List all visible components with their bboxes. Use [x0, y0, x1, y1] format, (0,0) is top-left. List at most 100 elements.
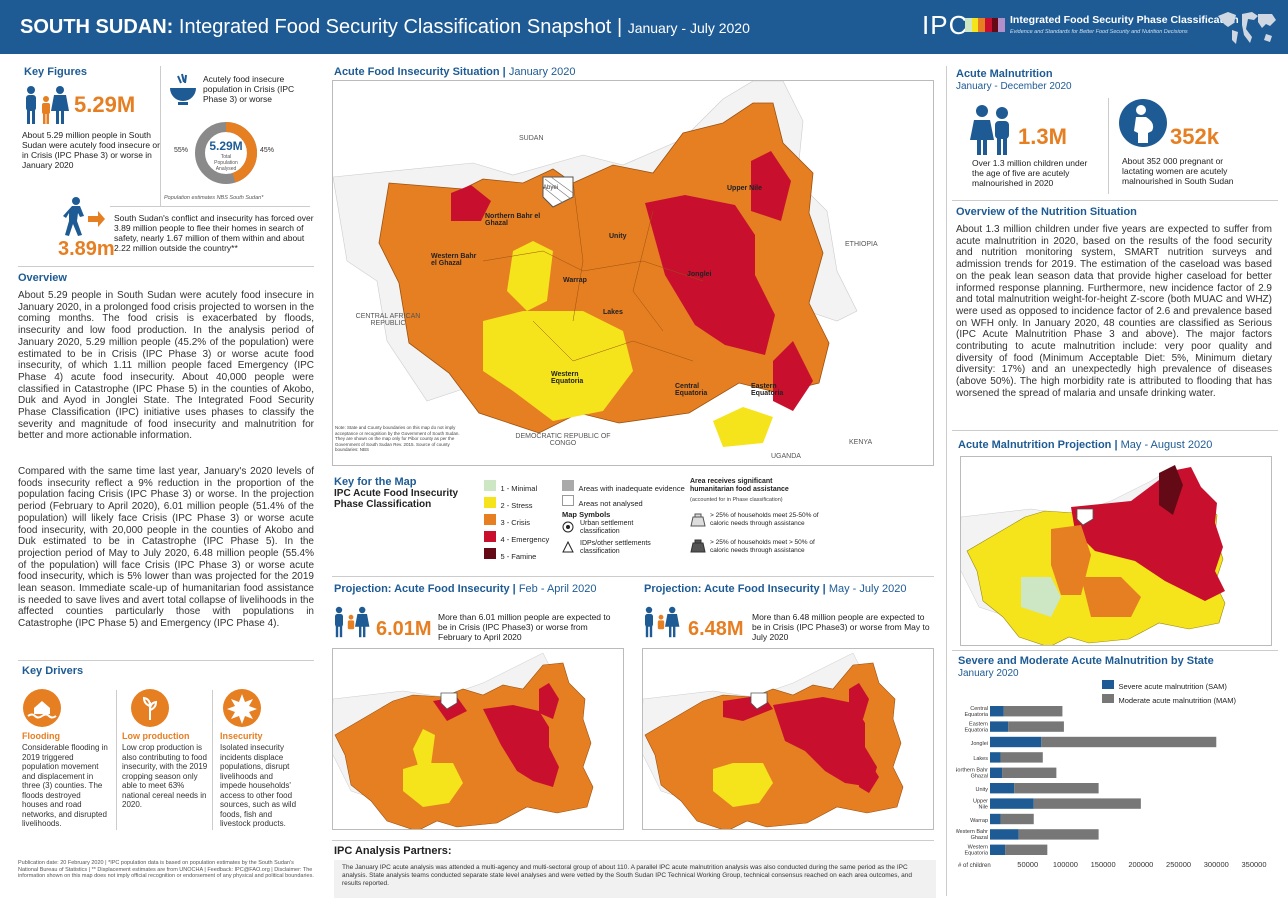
x-tick-4: 250000 — [1166, 860, 1191, 869]
label-jonglei: Jonglei — [687, 271, 712, 278]
driver-separator-1 — [116, 690, 117, 830]
partners-text: The January IPC acute analysis was atten… — [342, 864, 912, 887]
sam-bar-3 — [990, 752, 1001, 763]
drivers-divider — [18, 660, 314, 661]
nutrition-divider — [952, 200, 1278, 201]
projection2-value: 6.48M — [688, 618, 744, 640]
label-western-equatoria: Western Equatoria — [551, 371, 584, 385]
label-famine: 5 - Famine — [500, 552, 537, 561]
donut-right-pct: 45% — [260, 147, 275, 154]
mam-bar-3 — [1000, 752, 1043, 763]
label-northern-bahr-el-ghazal: Northern Bahr el Ghazal — [485, 213, 541, 227]
assistance-subtitle: (accounted for in Phase classification) — [690, 497, 783, 503]
am-projection-map — [960, 456, 1272, 646]
mam-bar-7 — [1000, 813, 1034, 825]
am-projection-title: Acute Malnutrition Projection | May - Au… — [958, 439, 1213, 451]
label-eastern-equatoria: Eastern Equatoria — [751, 383, 784, 397]
legend-mam-swatch — [1102, 694, 1114, 703]
label-upper-nile: Upper Nile — [727, 185, 763, 192]
urban-settlement-label: Urban settlement classification — [580, 520, 634, 535]
label-inadequate: Areas with inadequate evidence — [578, 484, 685, 493]
am-projection-map-svg — [961, 465, 1226, 645]
label-emergency: 4 - Emergency — [500, 535, 550, 544]
mam-bar-4 — [1002, 767, 1057, 778]
sam-bar-0 — [990, 706, 1004, 717]
label-unity: Unity — [609, 233, 627, 240]
ipc-name: Integrated Food Security Phase Classific… — [1010, 14, 1239, 26]
women-text: About 352 000 pregnant or lactating wome… — [1122, 156, 1234, 186]
displaced-person-icon — [63, 197, 105, 236]
legend-title: Key for the Map — [334, 476, 417, 488]
label-kenya: KENYA — [849, 439, 873, 446]
sam-bar-6 — [990, 798, 1034, 809]
driver-production-text: Low crop production is also contributing… — [122, 743, 208, 809]
swatch-famine — [484, 548, 496, 559]
legend-mam-label: Moderate acute malnutrition (MAM) — [1118, 696, 1236, 705]
sam-bar-7 — [990, 813, 1001, 825]
legend-subtitle: IPC Acute Food Insecurity Phase Classifi… — [334, 488, 459, 510]
world-map-icon — [1218, 12, 1276, 44]
chart-legend: Severe acute malnutrition (SAM) Moderate… — [1102, 676, 1236, 705]
displaced-text: South Sudan's conflict and insecurity ha… — [114, 213, 314, 253]
swatch-emergency — [484, 531, 496, 542]
south-sudan-map — [333, 81, 933, 465]
map-symbols-title: Map Symbols — [562, 510, 611, 519]
label-minimal: 1 - Minimal — [500, 484, 538, 493]
label-sudan: SUDAN — [519, 135, 544, 142]
driver-production-title: Low production — [122, 731, 190, 741]
ipc-logo: IPC — [922, 10, 969, 40]
x-tick-2: 150000 — [1091, 860, 1116, 869]
label-abyei: Abyei — [543, 185, 559, 191]
x-axis-label: # of children — [958, 863, 991, 869]
assist1-label: > 25% of households meet 25-50% of calor… — [710, 512, 819, 527]
label-central-equatoria: Central Equatoria — [675, 383, 708, 397]
driver-insecurity-title: Insecurity — [220, 731, 263, 741]
label-crisis: 3 - Crisis — [500, 518, 531, 527]
key-drivers-title: Key Drivers — [22, 665, 84, 677]
mam-bar-6 — [1033, 798, 1141, 809]
right-column-divider — [946, 66, 947, 896]
malnutrition-bar-chart: Central Equatoria Eastern Equatoria Jonglei L… — [956, 706, 1267, 869]
projection2-map-svg — [643, 652, 904, 829]
partners-title: IPC Analysis Partners: — [334, 845, 452, 857]
label-western-bahr-el-ghazal: Western Bahr el Ghazal — [431, 253, 477, 267]
chart-subtitle: January 2020 — [958, 668, 1019, 679]
sam-bar-1 — [990, 721, 1009, 732]
overview-para2: Compared with the same time last year, J… — [18, 466, 314, 630]
projection1-map — [332, 648, 624, 830]
sam-bar-8 — [990, 829, 1019, 840]
partners-box — [334, 860, 936, 898]
title-text: Integrated Food Security Classification … — [178, 16, 612, 38]
country-name: SOUTH SUDAN: — [20, 16, 174, 38]
donut-center-label: Total Population Analysed — [214, 154, 238, 172]
main-map-title: Acute Food Insecurity Situation | Januar… — [334, 66, 576, 78]
projection1-text: More than 6.01 million people are expect… — [438, 612, 611, 642]
label-car: CENTRAL AFRICAN REPUBLIC — [355, 313, 421, 327]
label-lakes: Lakes — [603, 309, 623, 316]
category-label-8: Western Bahr Ghazal — [956, 829, 988, 841]
idps-settlement-label: IDPs/other settlements classification — [580, 540, 651, 555]
mam-bar-1 — [1008, 721, 1064, 732]
overview-divider — [18, 266, 314, 267]
category-label-6: Upper Nile — [973, 798, 988, 810]
x-tick-5: 300000 — [1204, 860, 1229, 869]
label-drc: DEMOCRATIC REPUBLIC OF CONGO — [515, 433, 611, 447]
urban-settlement-icon — [562, 521, 574, 533]
figure1-value: 5.29M — [74, 92, 136, 117]
category-label-2: Jonglei — [971, 741, 988, 747]
flooding-icon — [23, 689, 61, 727]
category-label-0: Central Equatoria — [964, 706, 988, 718]
displaced-value: 3.89m — [58, 238, 115, 260]
mam-bar-0 — [1003, 706, 1063, 717]
footer-note: Publication date: 20 February 2020 | *IP… — [18, 860, 314, 879]
x-tick-0: 50000 — [1017, 860, 1038, 869]
legend-sam-label: Severe acute malnutrition (SAM) — [1118, 682, 1227, 691]
driver-flooding-text: Considerable flooding in 2019 triggered … — [22, 743, 108, 828]
label-not-analysed: Areas not analysed — [578, 499, 643, 508]
am-projection-divider — [952, 430, 1278, 431]
food-bowl-icon — [170, 73, 196, 105]
partners-divider — [332, 840, 934, 841]
map-disclaimer: Note: State and County boundaries on thi… — [335, 425, 460, 452]
driver-flooding-title: Flooding — [22, 731, 60, 741]
x-tick-6: 350000 — [1241, 860, 1266, 869]
